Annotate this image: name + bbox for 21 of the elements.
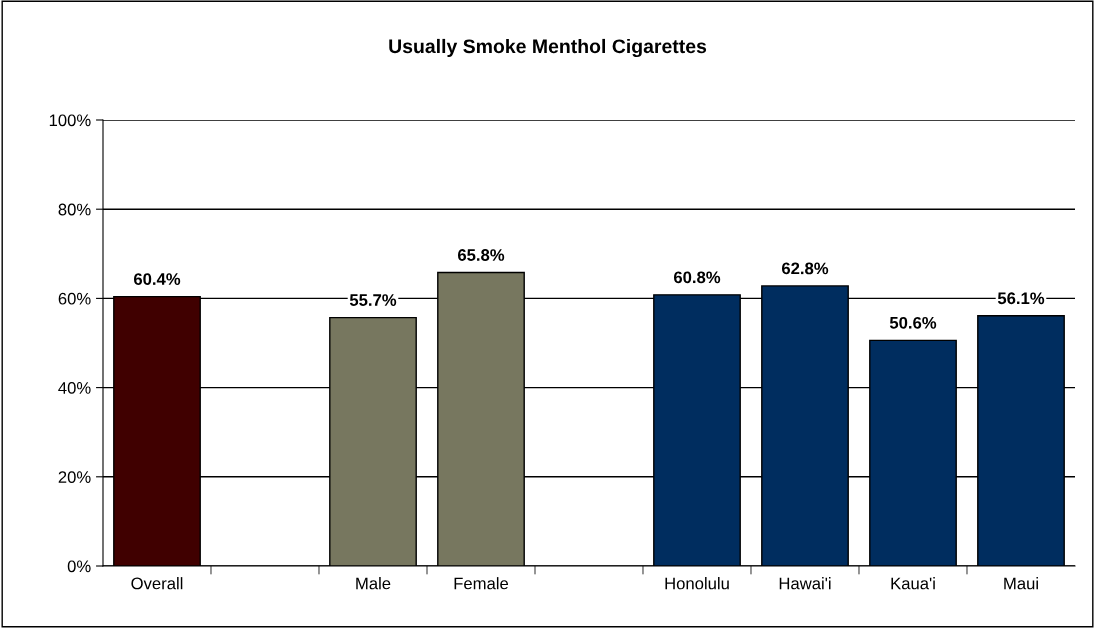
- y-tick-label: 60%: [58, 292, 91, 305]
- data-label: 65.8%: [457, 249, 505, 261]
- data-label: 60.4%: [133, 273, 181, 285]
- chart-title: Usually Smoke Menthol Cigarettes: [389, 38, 707, 58]
- data-label: 55.7%: [349, 294, 397, 306]
- y-tick-label: 80%: [58, 203, 91, 216]
- x-tick-label: Maui: [1004, 577, 1038, 590]
- x-tick-label: Honolulu: [665, 577, 729, 590]
- data-label: 60.8%: [673, 271, 721, 284]
- y-tick-label: 20%: [58, 471, 91, 483]
- y-tick-label: 0%: [67, 560, 91, 573]
- data-label: 56.1%: [997, 292, 1045, 305]
- x-tick-label: Female: [454, 577, 509, 590]
- y-tick-label: 100%: [49, 114, 91, 127]
- x-tick-label: Overall: [131, 577, 183, 590]
- data-label: 50.6%: [889, 316, 937, 329]
- x-tick-label: Male: [356, 577, 391, 590]
- y-tick-label: 40%: [58, 382, 91, 394]
- data-label: 62.8%: [781, 262, 829, 275]
- x-tick-label: Kaua'i: [891, 577, 935, 590]
- x-tick-label: Hawai'i: [779, 577, 831, 590]
